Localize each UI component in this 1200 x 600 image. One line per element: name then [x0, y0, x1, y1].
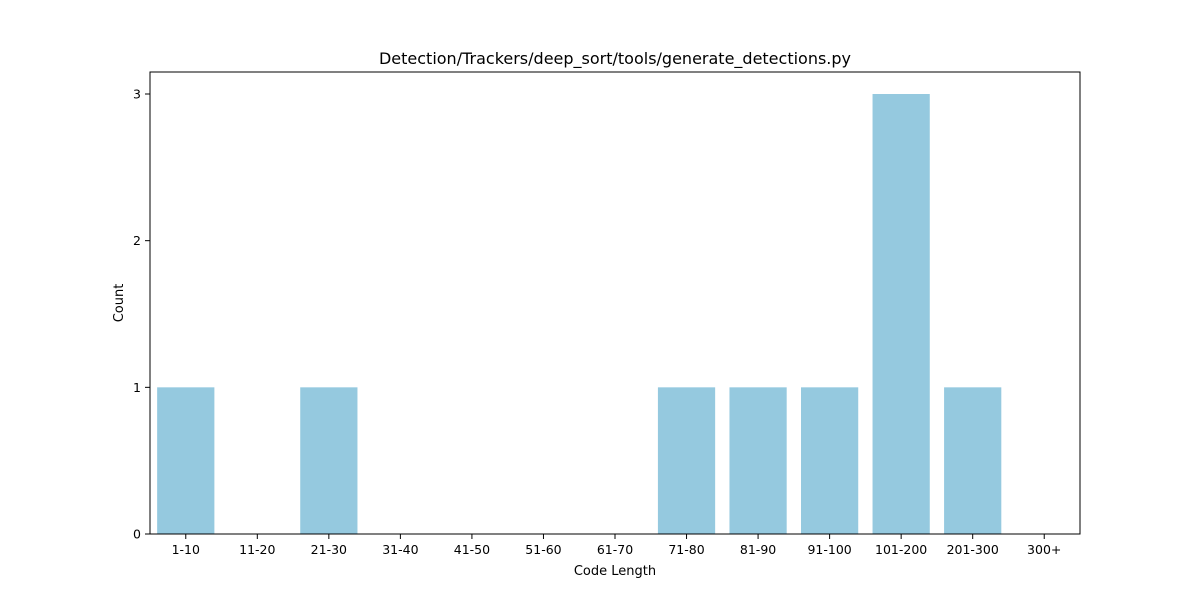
chart-title: Detection/Trackers/deep_sort/tools/gener… — [379, 49, 851, 69]
y-axis-label: Count — [112, 284, 127, 323]
y-tick-label: 2 — [133, 233, 141, 248]
bar-71-80 — [658, 387, 715, 534]
x-tick-label: 201-300 — [947, 542, 999, 557]
x-tick-label: 101-200 — [875, 542, 927, 557]
x-tick-label: 21-30 — [311, 542, 347, 557]
y-axis: 0 1 2 3 — [133, 87, 150, 542]
x-tick-label: 1-10 — [172, 542, 200, 557]
x-tick-label: 91-100 — [807, 542, 851, 557]
x-axis-label: Code Length — [574, 564, 656, 579]
y-tick-label: 3 — [133, 87, 141, 102]
plot-frame — [150, 72, 1080, 534]
x-tick-label: 41-50 — [454, 542, 490, 557]
bar-201-300 — [944, 387, 1001, 534]
x-tick-label: 51-60 — [525, 542, 561, 557]
bar-1-10 — [157, 387, 214, 534]
y-tick-label: 0 — [133, 527, 141, 542]
x-tick-label: 31-40 — [382, 542, 418, 557]
x-axis: 1-10 11-20 21-30 31-40 41-50 51-60 61-70 71-80 8… — [172, 534, 1062, 557]
x-tick-label: 61-70 — [597, 542, 633, 557]
x-tick-label: 300+ — [1027, 542, 1061, 557]
x-tick-label: 81-90 — [740, 542, 776, 557]
y-tick-label: 1 — [133, 380, 141, 395]
bar-81-90 — [729, 387, 786, 534]
bar-21-30 — [300, 387, 357, 534]
bars-layer — [157, 94, 1001, 534]
x-tick-label: 71-80 — [668, 542, 704, 557]
bar-91-100 — [801, 387, 858, 534]
x-tick-label: 11-20 — [239, 542, 275, 557]
bar-101-200 — [873, 94, 930, 534]
